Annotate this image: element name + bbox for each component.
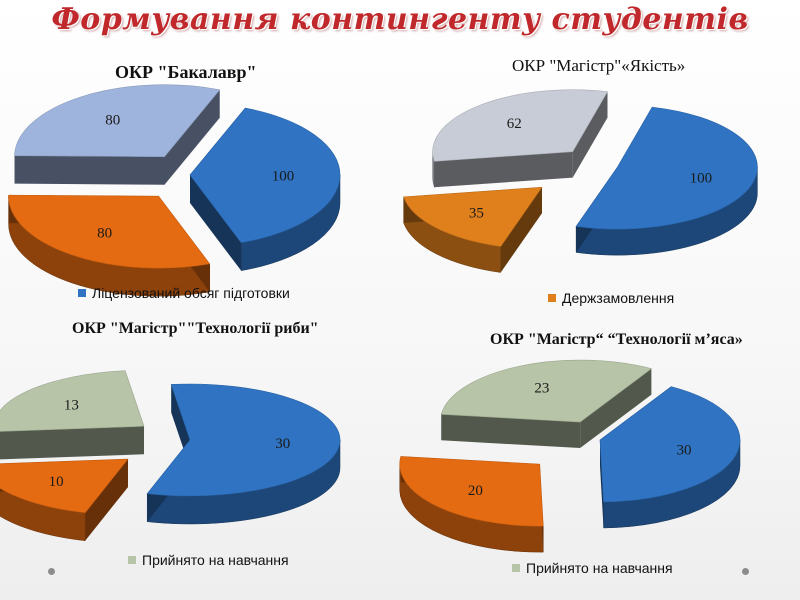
pie-slice-2 bbox=[432, 89, 608, 188]
pie-slice-wall bbox=[0, 426, 144, 460]
pie-slice-wall bbox=[164, 89, 220, 185]
pie-slice-top bbox=[0, 458, 129, 514]
pie-slice-1 bbox=[403, 186, 543, 273]
pie-slice-2 bbox=[14, 84, 221, 185]
pie-slice-top bbox=[575, 106, 758, 230]
legend-bachelor: Ліцензований обсяг підготовки bbox=[78, 285, 290, 301]
pie-data-label: 62 bbox=[507, 116, 522, 132]
pie-slice-top bbox=[0, 370, 145, 432]
legend-swatch bbox=[512, 564, 520, 572]
pie-data-label: 100 bbox=[690, 171, 713, 187]
pie-data-label: 100 bbox=[272, 169, 295, 185]
pie-slice-1 bbox=[0, 458, 129, 542]
pie-data-label: 13 bbox=[64, 398, 79, 414]
pie-data-label: 20 bbox=[468, 483, 483, 499]
pie-slice-2 bbox=[440, 359, 653, 449]
pie-data-label: 30 bbox=[677, 443, 692, 459]
legend-label: Держзамовлення bbox=[562, 290, 675, 306]
pie-slice-top bbox=[189, 107, 341, 244]
pie-slice-top bbox=[403, 186, 543, 247]
legend-master-meat: Прийнято на навчання bbox=[512, 560, 673, 576]
pie-slice-top bbox=[440, 359, 653, 423]
pie-slice-0 bbox=[575, 106, 758, 256]
pie-data-label: 10 bbox=[49, 474, 64, 490]
pie-slice-1 bbox=[8, 194, 211, 297]
pie-slice-top bbox=[146, 383, 341, 497]
pie-slice-wall bbox=[580, 368, 652, 449]
pie-data-label: 35 bbox=[469, 205, 484, 221]
chart-title-master-meat: ОКР "Магістр“ “Технології м’яса» bbox=[490, 331, 743, 348]
pie-slice-top bbox=[432, 89, 608, 162]
pie-slice-wall bbox=[572, 91, 608, 178]
slide-title: Формування контингенту студентів bbox=[51, 2, 749, 37]
pie-slice-wall bbox=[600, 440, 604, 528]
legend-swatch bbox=[78, 289, 86, 297]
pie-slice-top bbox=[8, 194, 211, 269]
pie-slice-wall bbox=[190, 175, 242, 271]
chart-title-bachelor: ОКР "Бакалавр" bbox=[115, 62, 257, 82]
pie-slice-0 bbox=[599, 386, 741, 529]
pie-slice-0 bbox=[146, 383, 341, 525]
pie-slice-top bbox=[14, 84, 221, 158]
legend-master-quality: Держзамовлення bbox=[548, 290, 674, 306]
pie-slice-2 bbox=[0, 370, 145, 460]
pie-slice-wall bbox=[14, 155, 165, 185]
pie-data-label: 23 bbox=[534, 381, 549, 397]
chart-title-master-quality: ОКР "Магістр"«Якість» bbox=[512, 56, 686, 75]
pie-slice-0 bbox=[189, 107, 341, 271]
pie-data-label: 80 bbox=[97, 226, 112, 242]
chart-title-master-fish: ОКР "Магістр""Технології риби" bbox=[72, 320, 319, 337]
legend-label: Ліцензований обсяг підготовки bbox=[92, 285, 290, 301]
pie-slice-wall bbox=[434, 151, 573, 188]
pie-slice-top bbox=[599, 386, 741, 503]
pie-slice-top bbox=[399, 456, 544, 527]
legend-master-fish: Прийнято на навчання bbox=[128, 552, 289, 568]
pie-data-label: 80 bbox=[105, 113, 120, 129]
nav-dot-left[interactable] bbox=[48, 568, 55, 575]
pie-slice-wall bbox=[441, 414, 581, 449]
legend-label: Прийнято на навчання bbox=[526, 560, 673, 576]
pie-slice-1 bbox=[399, 456, 544, 553]
legend-swatch bbox=[548, 294, 556, 302]
legend-label: Прийнято на навчання bbox=[142, 552, 289, 568]
nav-dot-right[interactable] bbox=[742, 568, 749, 575]
pie-data-label: 30 bbox=[275, 436, 290, 452]
legend-swatch bbox=[128, 556, 136, 564]
